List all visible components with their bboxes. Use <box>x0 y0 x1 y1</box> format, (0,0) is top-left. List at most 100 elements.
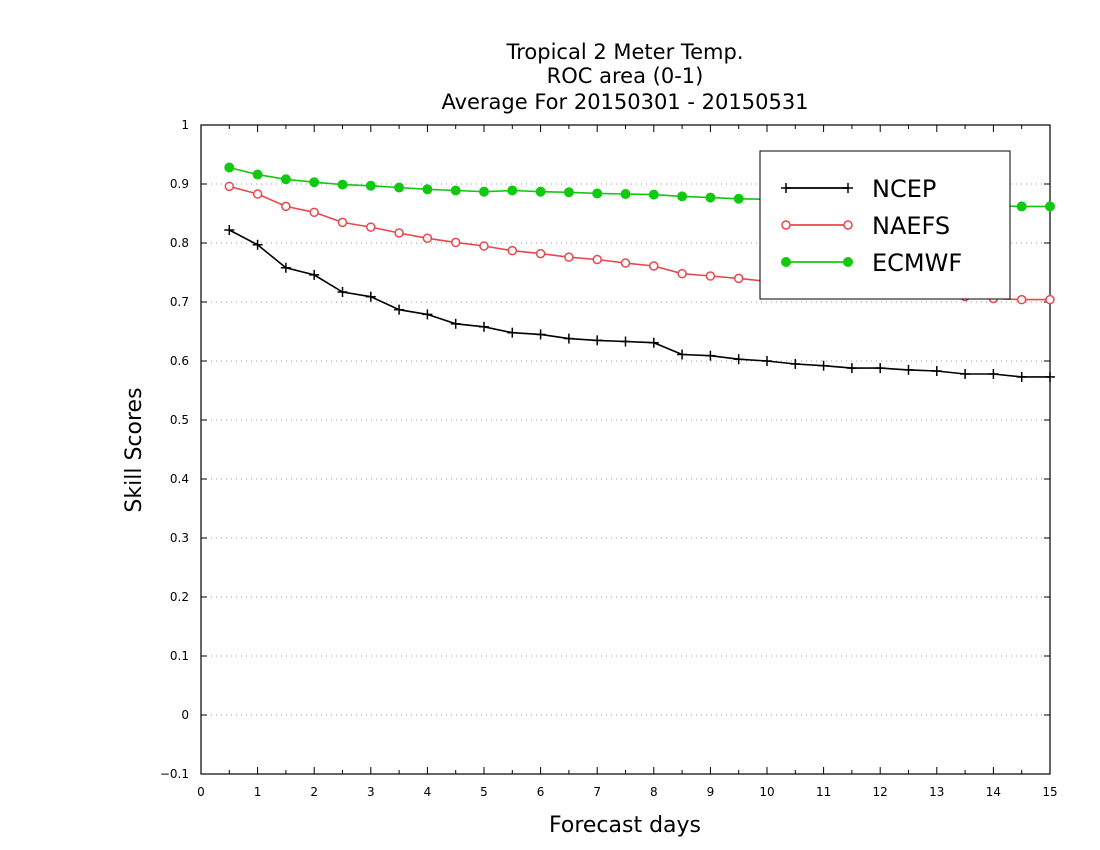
ecmwf-point <box>620 189 631 200</box>
legend-ecmwf-point <box>781 257 791 267</box>
ncep-point <box>733 354 744 365</box>
ncep-point <box>988 368 999 379</box>
ncep-point <box>818 360 829 371</box>
ncep-point <box>846 363 857 374</box>
ncep-point <box>450 318 461 329</box>
ecmwf-point <box>394 182 405 193</box>
naefs-point <box>450 237 461 248</box>
ncep-point <box>563 333 574 344</box>
ecmwf-point <box>422 184 433 195</box>
ncep-point <box>337 286 348 297</box>
legend-label-ecmwf: ECMWF <box>872 249 962 277</box>
legend-ecmwf-point <box>843 257 853 267</box>
ncep-point <box>309 269 320 280</box>
ecmwf-point <box>535 186 546 197</box>
naefs-point <box>252 189 263 199</box>
x-tick-label: 9 <box>707 785 715 799</box>
ecmwf-point <box>252 169 263 180</box>
ecmwf-point <box>733 193 744 204</box>
naefs-point <box>1016 294 1027 305</box>
ncep-point <box>931 366 942 377</box>
naefs-point <box>705 271 716 281</box>
y-tick-label: 0.5 <box>170 413 189 427</box>
x-axis-title: Forecast days <box>549 813 701 838</box>
ncep-point <box>422 309 433 320</box>
ncep-point <box>479 321 489 332</box>
y-tick-label: 0.6 <box>170 354 189 368</box>
naefs-point <box>649 261 659 271</box>
legend-naefs-point <box>843 220 853 230</box>
naefs-point <box>422 233 433 244</box>
legend-label-ncep: NCEP <box>872 175 936 203</box>
naefs-point <box>337 217 348 228</box>
ncep-point <box>1016 371 1027 382</box>
x-tick-label: 1 <box>254 785 262 799</box>
ncep-point <box>648 337 659 348</box>
ecmwf-point <box>280 174 291 185</box>
naefs-point <box>1045 294 1055 305</box>
y-tick-label: 0.2 <box>170 590 189 604</box>
ncep-point <box>875 363 886 374</box>
y-tick-label: 0.7 <box>170 295 189 309</box>
chart-title-line-1: Tropical 2 Meter Temp. <box>505 40 743 64</box>
ecmwf-point <box>592 188 603 199</box>
x-tick-label: 12 <box>873 785 888 799</box>
ecmwf-point <box>337 179 348 190</box>
x-tick-label: 3 <box>367 785 375 799</box>
naefs-point <box>677 268 687 279</box>
ncep-point <box>1045 371 1055 382</box>
naefs-point <box>564 252 574 262</box>
x-tick-label: 10 <box>759 785 774 799</box>
naefs-point <box>281 201 291 212</box>
ecmwf-point <box>224 162 235 173</box>
ncep-point <box>960 368 971 379</box>
naefs-point <box>394 228 404 238</box>
y-axis-title: Skill Scores <box>122 387 147 512</box>
ncep-point <box>592 335 603 346</box>
y-tick-label: 0 <box>181 708 189 722</box>
x-tick-label: 13 <box>929 785 944 799</box>
axis-ticks: −0.100.10.20.30.40.50.60.70.80.910 1 2 3 4 5 6… <box>160 118 1058 799</box>
legend-label-naefs: NAEFS <box>872 212 950 240</box>
ecmwf-point <box>507 185 518 196</box>
legend-ncep-point <box>781 183 791 193</box>
ecmwf-point <box>309 177 320 188</box>
legend-naefs-point <box>781 220 791 230</box>
naefs-point <box>535 248 546 259</box>
ncep-point <box>705 350 716 361</box>
y-tick-label: 0.9 <box>170 177 189 191</box>
ecmwf-point <box>450 185 461 196</box>
x-tick-label: 6 <box>537 785 545 799</box>
naefs-point <box>507 245 518 256</box>
x-tick-label: 15 <box>1042 785 1057 799</box>
ncep-point <box>762 356 772 366</box>
naefs-point <box>733 273 744 284</box>
x-tick-label: 8 <box>650 785 658 799</box>
y-tick-label: 0.3 <box>170 531 189 545</box>
ncep-point <box>903 364 914 375</box>
ecmwf-point <box>365 180 376 191</box>
y-tick-label: −0.1 <box>160 767 189 781</box>
y-tick-label: 0.1 <box>170 649 189 663</box>
ncep-point <box>677 349 688 360</box>
naefs-point <box>224 181 235 192</box>
naefs-point <box>479 241 489 251</box>
ncep-point <box>394 304 405 315</box>
y-tick-label: 1 <box>181 118 189 132</box>
ecmwf-point <box>677 191 688 202</box>
chart-title-line-2: ROC area (0-1) <box>547 64 704 88</box>
x-tick-label: 2 <box>310 785 318 799</box>
ncep-point <box>224 225 235 236</box>
legend: NCEP NAEFS ECMWF <box>759 150 1011 300</box>
naefs-point <box>309 207 319 218</box>
ncep-point <box>280 262 291 273</box>
x-tick-label: 11 <box>816 785 831 799</box>
ncep-point <box>620 336 631 347</box>
naefs-point <box>620 258 631 268</box>
x-tick-label: 7 <box>593 785 601 799</box>
ncep-point <box>535 329 546 340</box>
ncep-point <box>790 358 801 369</box>
ecmwf-point <box>563 187 574 198</box>
x-tick-label: 5 <box>480 785 488 799</box>
